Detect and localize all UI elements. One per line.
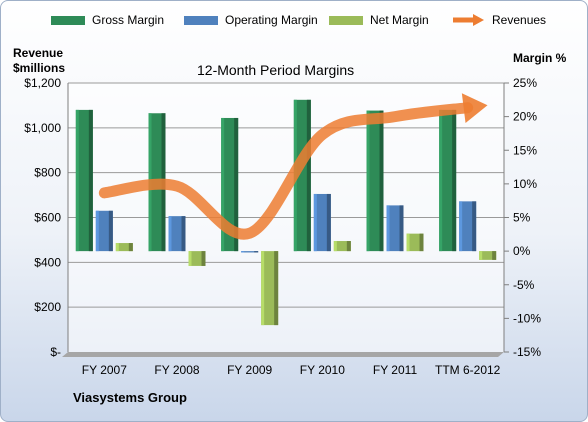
right-axis-title: Margin % [513, 51, 567, 65]
bar-side-gross-margin [234, 117, 239, 252]
bar-side-net-margin [492, 251, 497, 260]
bar-highlight-operating-margin [386, 205, 390, 252]
bar-side-net-margin [346, 241, 351, 252]
bar-gross-margin [221, 117, 239, 252]
legend-gross-margin: Gross Margin [51, 13, 164, 27]
bar-side-gross-margin [306, 99, 311, 252]
legend-label-revenues: Revenues [492, 13, 547, 27]
right-tick-label: 15% [513, 143, 537, 157]
legend-net-margin: Net Margin [329, 13, 429, 27]
right-tick-label: 20% [513, 110, 537, 124]
bar-side-operating-margin [254, 251, 259, 253]
bar-side-net-margin [419, 233, 424, 252]
left-tick-label: $1,200 [24, 76, 61, 90]
left-axis-title-line2: $millions [13, 61, 66, 75]
bar-highlight-gross-margin [221, 117, 225, 252]
category-label: FY 2008 [154, 363, 199, 377]
left-tick-label: $600 [34, 211, 61, 225]
chart-title: 12-Month Period Margins [197, 62, 355, 78]
left-tick-label: $1,000 [24, 121, 61, 135]
bar-net-margin [479, 251, 497, 260]
company-name: Viasystems Group [73, 390, 187, 405]
left-tick-label: $400 [34, 255, 61, 269]
left-tick-label: $- [50, 345, 61, 359]
category-label: FY 2011 [373, 363, 418, 377]
bar-side-net-margin [128, 243, 133, 252]
bar-side-operating-margin [326, 193, 331, 252]
left-tick-label: $200 [34, 300, 61, 314]
bar-highlight-operating-margin [241, 251, 245, 253]
left-axis-title: Revenue $millions [13, 46, 65, 76]
category-label: FY 2009 [227, 363, 272, 377]
bar-operating-margin [313, 193, 331, 252]
plot-floor [62, 352, 504, 357]
bar-highlight-operating-margin [459, 201, 463, 252]
legend-arrow-icon [453, 14, 484, 26]
right-tick-label: 10% [513, 177, 537, 191]
legend-swatch-operating [184, 15, 218, 25]
right-tick-label: 0% [513, 244, 531, 258]
bar-net-margin [115, 243, 133, 252]
bar-net-margin [261, 251, 279, 326]
bar-side-operating-margin [108, 210, 113, 252]
bar-side-net-margin [274, 251, 279, 326]
category-label: FY 2007 [82, 363, 127, 377]
category-label: FY 2010 [300, 363, 345, 377]
legend-revenues: Revenues [451, 13, 546, 27]
category-label: TTM 6-2012 [435, 363, 501, 377]
bar-operating-margin [95, 210, 113, 252]
bar-operating-margin [168, 216, 186, 252]
legend-label-gross: Gross Margin [92, 13, 165, 27]
bar-side-net-margin [201, 251, 206, 266]
bar-highlight-net-margin [406, 233, 410, 252]
bar-net-margin [333, 241, 351, 252]
bar-net-margin [188, 251, 206, 266]
bar-net-margin [406, 233, 424, 252]
bar-highlight-net-margin [479, 251, 483, 260]
bar-gross-margin [75, 109, 93, 252]
bar-highlight-net-margin [115, 243, 119, 252]
bar-highlight-operating-margin [168, 216, 172, 252]
bar-gross-margin [293, 99, 311, 252]
bar-gross-margin [439, 109, 457, 252]
bar-side-gross-margin [88, 109, 93, 252]
right-tick-label: -5% [513, 278, 535, 292]
bar-side-gross-margin [452, 109, 457, 252]
bar-side-gross-margin [379, 110, 384, 252]
bar-operating-margin [386, 205, 404, 252]
bar-highlight-net-margin [261, 251, 265, 326]
bar-highlight-gross-margin [366, 110, 370, 252]
legend-swatch-gross [51, 15, 85, 25]
right-tick-label: 25% [513, 76, 537, 90]
bar-operating-margin [241, 251, 259, 253]
bar-highlight-gross-margin [439, 109, 443, 252]
bar-side-operating-margin [399, 205, 404, 252]
bar-operating-margin [459, 201, 477, 252]
revenues-arrowhead [461, 93, 488, 124]
bar-side-operating-margin [472, 201, 477, 252]
right-tick-label: 5% [513, 211, 531, 225]
left-axis-title-line1: Revenue [13, 46, 64, 60]
revenues-line [98, 102, 474, 240]
right-tick-label: -10% [513, 311, 541, 325]
bar-highlight-net-margin [333, 241, 337, 252]
bar-side-operating-margin [181, 216, 186, 252]
bar-highlight-operating-margin [313, 193, 317, 252]
legend-label-net: Net Margin [370, 13, 429, 27]
legend-label-operating: Operating Margin [225, 13, 318, 27]
bar-gross-margin [366, 110, 384, 252]
legend-operating-margin: Operating Margin [184, 13, 318, 27]
bar-highlight-gross-margin [75, 109, 79, 252]
left-tick-label: $800 [34, 166, 61, 180]
bar-highlight-net-margin [188, 251, 192, 266]
legend-swatch-net [329, 15, 363, 25]
bar-highlight-operating-margin [95, 210, 99, 252]
right-tick-label: -15% [513, 345, 541, 359]
